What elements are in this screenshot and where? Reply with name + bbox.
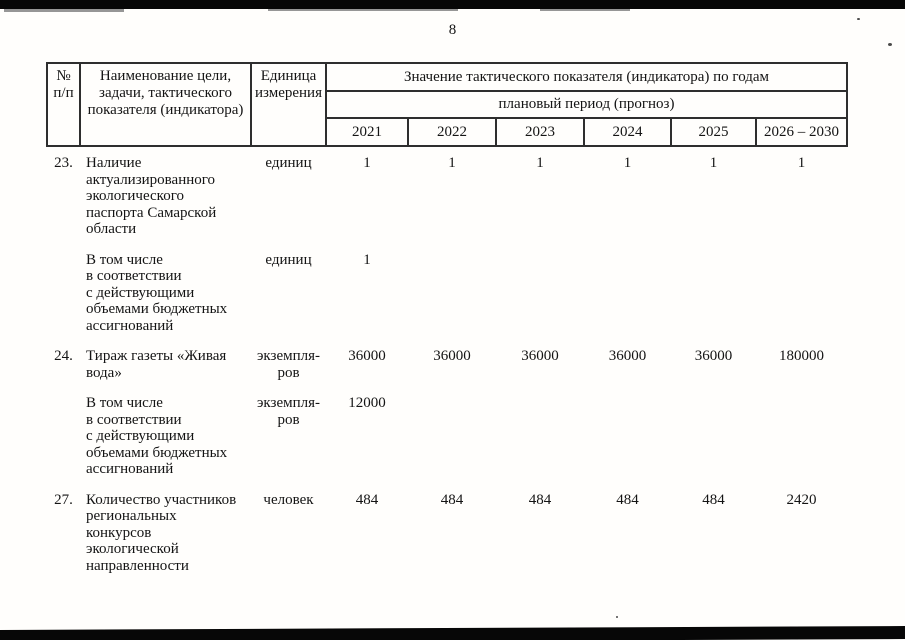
value-2024: 484 bbox=[616, 491, 639, 508]
value-2023 bbox=[496, 381, 584, 478]
header-year-2026-2030: 2026 – 2030 bbox=[755, 117, 848, 147]
table-row: 24. Тираж газеты «Живая вода» экземпля- ро… bbox=[47, 334, 847, 381]
header-year-2023: 2023 bbox=[495, 117, 585, 147]
value-2021: 12000 bbox=[348, 395, 386, 411]
value-2023: 1 bbox=[536, 155, 544, 171]
value-2023: 36000 bbox=[521, 348, 559, 364]
value-2024: 1 bbox=[623, 155, 632, 171]
header-col-unit: Единица измерения bbox=[250, 62, 327, 147]
table-body: 23. Наличие актуализированного экологичес… bbox=[47, 146, 847, 574]
row-number: 27. bbox=[54, 491, 73, 508]
scan-artifact-top-bar bbox=[0, 0, 905, 9]
unit-of-measure: человек bbox=[263, 491, 314, 508]
value-2025: 484 bbox=[702, 491, 725, 508]
row-number bbox=[47, 381, 80, 478]
header-year-2022: 2022 bbox=[407, 117, 497, 147]
value-2026-2030: 2420 bbox=[786, 491, 817, 508]
indicators-table: № п/п Наименование цели, задачи, тактиче… bbox=[46, 62, 848, 574]
value-2025 bbox=[671, 238, 756, 335]
indicator-name: В том числе в соответствии с действующим… bbox=[86, 251, 228, 334]
value-2026-2030: 180000 bbox=[779, 348, 824, 364]
value-2024 bbox=[584, 381, 671, 478]
value-2025 bbox=[671, 381, 756, 478]
value-2026-2030 bbox=[756, 238, 847, 335]
page-number: 8 bbox=[448, 22, 457, 38]
table-row: 23. Наличие актуализированного экологичес… bbox=[47, 146, 847, 238]
value-2021: 484 bbox=[355, 491, 379, 508]
row-number: 23. bbox=[54, 155, 73, 171]
indicator-name: Количество участников региональных конку… bbox=[86, 491, 237, 574]
row-number: 24. bbox=[54, 348, 73, 364]
value-2022 bbox=[408, 381, 496, 478]
header-group-plan-period: плановый период (прогноз) bbox=[325, 90, 848, 119]
value-2024: 36000 bbox=[608, 348, 647, 364]
header-year-2024: 2024 bbox=[583, 117, 672, 147]
table-header: № п/п Наименование цели, задачи, тактиче… bbox=[46, 62, 848, 147]
value-2022: 1 bbox=[448, 155, 456, 171]
scan-artifact-streak bbox=[4, 9, 124, 12]
scan-speck bbox=[616, 616, 618, 618]
unit-of-measure: единиц bbox=[265, 155, 312, 171]
header-year-2021: 2021 bbox=[325, 117, 409, 147]
value-2026-2030: 1 bbox=[797, 155, 806, 171]
value-2022 bbox=[408, 238, 496, 335]
value-2021: 1 bbox=[363, 251, 371, 268]
indicator-name: В том числе в соответствии с действующим… bbox=[86, 395, 228, 477]
unit-of-measure: единиц bbox=[265, 251, 312, 268]
header-year-2025: 2025 bbox=[670, 117, 757, 147]
scan-artifact-streak bbox=[268, 9, 458, 11]
header-col-name: Наименование цели, задачи, тактического … bbox=[79, 62, 252, 147]
value-2022: 484 bbox=[440, 491, 464, 508]
indicator-name: Наличие актуализированного экологическог… bbox=[86, 155, 217, 237]
indicator-name: Тираж газеты «Живая вода» bbox=[86, 348, 227, 381]
scan-speck bbox=[857, 18, 860, 20]
scan-speck bbox=[888, 43, 892, 46]
value-2022: 36000 bbox=[433, 348, 471, 364]
header-col-number: № п/п bbox=[46, 62, 81, 147]
table-row: В том числе в соответствии с действующим… bbox=[47, 238, 847, 335]
value-2021: 36000 bbox=[348, 348, 386, 364]
value-2025: 1 bbox=[709, 155, 718, 171]
table-row: 27. Количество участников региональных ко… bbox=[47, 478, 847, 575]
value-2023 bbox=[496, 238, 584, 335]
unit-of-measure: экземпля- ров bbox=[256, 395, 320, 428]
unit-of-measure: экземпля- ров bbox=[256, 348, 320, 381]
table-row: В том числе в соответствии с действующим… bbox=[47, 381, 847, 478]
value-2021: 1 bbox=[363, 155, 371, 171]
header-group-years: Значение тактического показателя (индика… bbox=[325, 62, 848, 92]
value-2025: 36000 bbox=[694, 348, 733, 364]
scan-artifact-bottom-bar bbox=[0, 625, 905, 640]
value-2026-2030 bbox=[756, 381, 847, 478]
row-number bbox=[47, 238, 80, 335]
scan-artifact-streak bbox=[540, 9, 630, 11]
value-2023: 484 bbox=[528, 491, 552, 508]
value-2024 bbox=[584, 238, 671, 335]
